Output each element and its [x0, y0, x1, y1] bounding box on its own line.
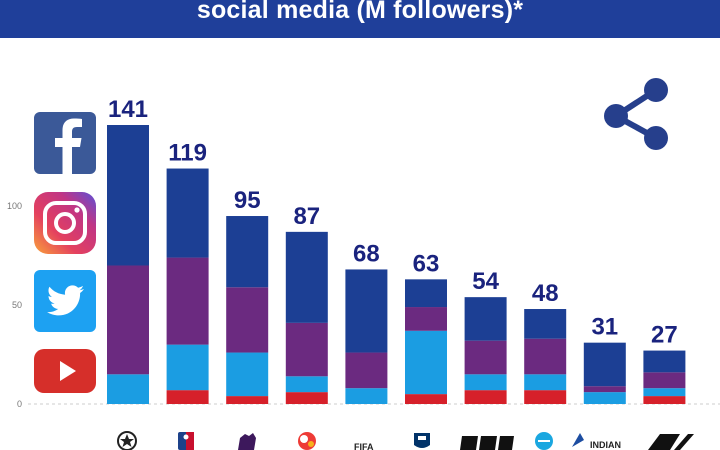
share-icon[interactable]: [604, 78, 668, 150]
bar-segment-instagram: [643, 372, 686, 389]
bar-total-label: 31: [591, 314, 618, 341]
bar-segment-facebook: [524, 309, 567, 339]
bar-segment-instagram: [405, 307, 447, 331]
bar-segment-youtube: [405, 394, 447, 404]
bar-segment-twitter: [345, 388, 388, 404]
f1-logo-icon: [648, 434, 694, 450]
bar-segment-twitter: [166, 344, 209, 391]
bar-segment-twitter: [524, 374, 567, 391]
bar-segment-youtube: [464, 390, 507, 404]
category-label: INDIAN: [590, 440, 621, 450]
league-logos-row: FIFA INDIAN: [117, 431, 694, 450]
bar-segment-instagram: [107, 265, 149, 375]
bar-segment-facebook: [345, 269, 388, 353]
bar-segment-youtube: [643, 396, 686, 404]
bar-segment-facebook: [464, 297, 507, 341]
bar-total-label: 95: [234, 187, 261, 214]
bar-segment-twitter: [285, 376, 328, 393]
twitter-icon: [34, 270, 96, 332]
chart-title: social media (M followers)*: [196, 0, 524, 24]
bar-segment-instagram: [524, 338, 567, 375]
y-tick-label: 50: [12, 300, 22, 310]
chart-title-banner: social media (M followers)*: [0, 0, 720, 38]
bar-segment-youtube: [524, 390, 567, 404]
bar-segment-youtube: [226, 396, 269, 404]
bar-segment-youtube: [166, 390, 209, 404]
bar-segment-instagram: [583, 386, 626, 393]
bar-segment-instagram: [166, 257, 209, 345]
bar-segment-twitter: [107, 374, 149, 404]
youtube-icon: [34, 349, 96, 393]
premier-league-logo-icon: [238, 433, 256, 450]
bar-total-label: 54: [472, 268, 499, 295]
bar-segment-instagram: [345, 352, 388, 389]
bar-segment-facebook: [583, 342, 626, 387]
bar-segment-twitter: [405, 330, 447, 395]
category-label: FIFA: [354, 442, 374, 450]
bar-segment-facebook: [166, 168, 209, 258]
bar-segment-instagram: [464, 340, 507, 375]
nba-logo-icon: [178, 432, 194, 450]
icc-logo-icon: [535, 432, 553, 450]
bar-total-label: 141: [108, 96, 148, 123]
ufc-logo-icon: [460, 436, 514, 450]
bar-segment-facebook: [643, 350, 686, 373]
bar-segment-twitter: [643, 388, 686, 397]
bar-segment-facebook: [405, 279, 447, 308]
bar-segment-facebook: [285, 231, 328, 323]
bar-segment-instagram: [226, 287, 269, 353]
legend: [34, 112, 96, 393]
bar-segment-twitter: [464, 374, 507, 391]
bar-segment-youtube: [285, 392, 328, 404]
bar-segment-facebook: [226, 216, 269, 288]
laliga-logo-icon: [298, 432, 316, 450]
fifa-logo-icon: FIFA: [354, 442, 374, 450]
bar-total-label: 27: [651, 322, 678, 349]
facebook-icon: [34, 112, 96, 174]
bar-total-label: 68: [353, 240, 380, 267]
instagram-icon: [34, 192, 96, 254]
bar-segment-twitter: [583, 392, 626, 404]
y-tick-label: 100: [7, 201, 22, 211]
bar-segment-facebook: [107, 125, 149, 266]
bar-segment-twitter: [226, 352, 269, 397]
bar-segment-instagram: [285, 322, 328, 377]
bar-total-label: 87: [293, 203, 320, 230]
champions-league-logo-icon: [117, 431, 137, 450]
bar-total-label: 119: [168, 140, 207, 167]
y-tick-label: 0: [17, 399, 22, 409]
nfl-logo-icon: [414, 433, 430, 448]
ipl-logo-icon: INDIAN: [572, 433, 621, 450]
bar-total-label: 63: [413, 250, 440, 277]
bar-total-label: 48: [532, 280, 559, 307]
